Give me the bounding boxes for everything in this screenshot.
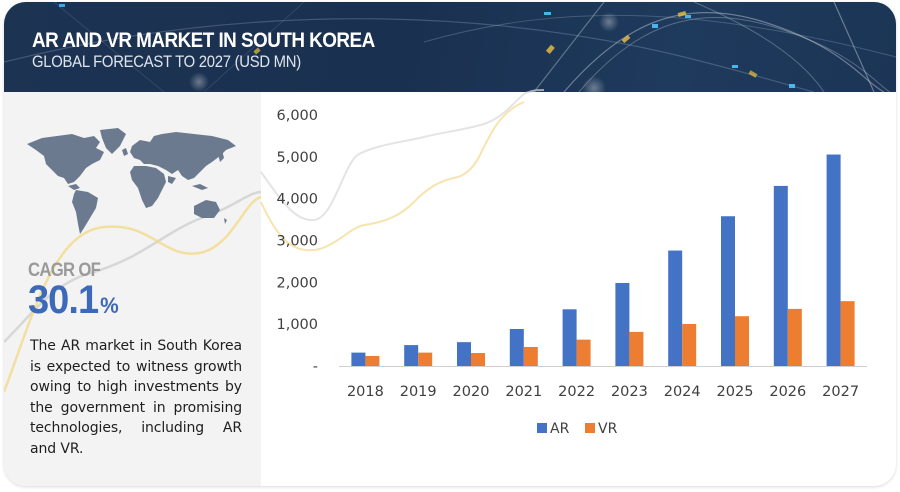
chart-decorative-curves: [260, 89, 545, 252]
x-tick-label: 2026: [769, 384, 806, 400]
header-banner: AR AND VR MARKET IN SOUTH KOREA GLOBAL F…: [4, 2, 896, 92]
legend-label-ar: AR: [550, 421, 570, 437]
x-tick-label: 2020: [453, 384, 490, 400]
bar-vr: [365, 355, 380, 366]
x-tick-label: 2019: [400, 384, 437, 400]
cagr-number: 30.1: [28, 278, 99, 322]
x-tick-label: 2018: [347, 384, 384, 400]
x-tick-label: 2022: [558, 384, 595, 400]
bar-vr: [629, 331, 644, 366]
bar-vr: [787, 308, 802, 366]
bar-ar: [826, 154, 841, 366]
legend-label-vr: VR: [598, 421, 618, 437]
y-tick-label: 3,000: [276, 234, 318, 250]
infographic-card: AR AND VR MARKET IN SOUTH KOREA GLOBAL F…: [4, 2, 896, 486]
bar-ar: [351, 352, 366, 366]
x-tick-label: 2021: [505, 384, 542, 400]
bar-vr: [523, 346, 538, 366]
y-tick-label: 6,000: [276, 108, 318, 124]
bar-chart: - 1,000 2,000 3,000 4,000 5,000 6,000 2018 2019…: [260, 89, 867, 437]
bar-vr: [840, 301, 855, 366]
bar-ar: [615, 282, 630, 366]
legend-swatch-ar: [537, 423, 547, 433]
y-axis-ticks: - 1,000 2,000 3,000 4,000 5,000 6,000: [276, 108, 318, 375]
y-tick-label: 4,000: [276, 192, 318, 208]
cagr-label: CAGR OF: [28, 260, 101, 281]
x-tick-label: 2023: [611, 384, 648, 400]
legend-swatch-vr: [585, 423, 595, 433]
cagr-unit: %: [100, 293, 119, 318]
world-map-icon: [27, 128, 236, 234]
x-tick-label: 2027: [822, 384, 859, 400]
bar-ar: [773, 185, 788, 366]
y-tick-label: 2,000: [276, 275, 318, 291]
x-tick-label: 2024: [664, 384, 701, 400]
bar-vr: [576, 339, 591, 366]
summary-panel: CAGR OF 30.1% The AR market in South Kor…: [4, 92, 261, 486]
bar-ar: [668, 250, 683, 366]
y-tick-label: -: [313, 359, 318, 375]
bar-ar: [509, 328, 524, 366]
page-subtitle: GLOBAL FORECAST TO 2027 (USD MN): [32, 53, 301, 71]
bars-group: [351, 154, 855, 366]
bar-vr: [735, 316, 749, 366]
cagr-value: 30.1%: [28, 278, 119, 323]
bar-ar: [404, 345, 419, 366]
bar-vr: [418, 352, 433, 366]
chart-legend: AR VR: [537, 421, 618, 437]
page-title: AR AND VR MARKET IN SOUTH KOREA: [32, 29, 375, 52]
market-description: The AR market in South Korea is expected…: [30, 338, 242, 457]
y-tick-label: 1,000: [276, 317, 318, 333]
x-tick-label: 2025: [717, 384, 754, 400]
header-light-streaks-decoration: [4, 2, 896, 92]
x-axis-ticks: 2018 2019 2020 2021 2022 2023 2024 2025 2026 2027: [347, 384, 859, 400]
bar-ar: [562, 309, 577, 366]
bar-ar: [721, 216, 735, 366]
decorative-curves: [4, 190, 261, 393]
y-tick-label: 5,000: [276, 150, 318, 166]
bar-ar: [457, 342, 471, 366]
bar-vr: [682, 323, 697, 366]
bar-vr: [471, 353, 485, 366]
